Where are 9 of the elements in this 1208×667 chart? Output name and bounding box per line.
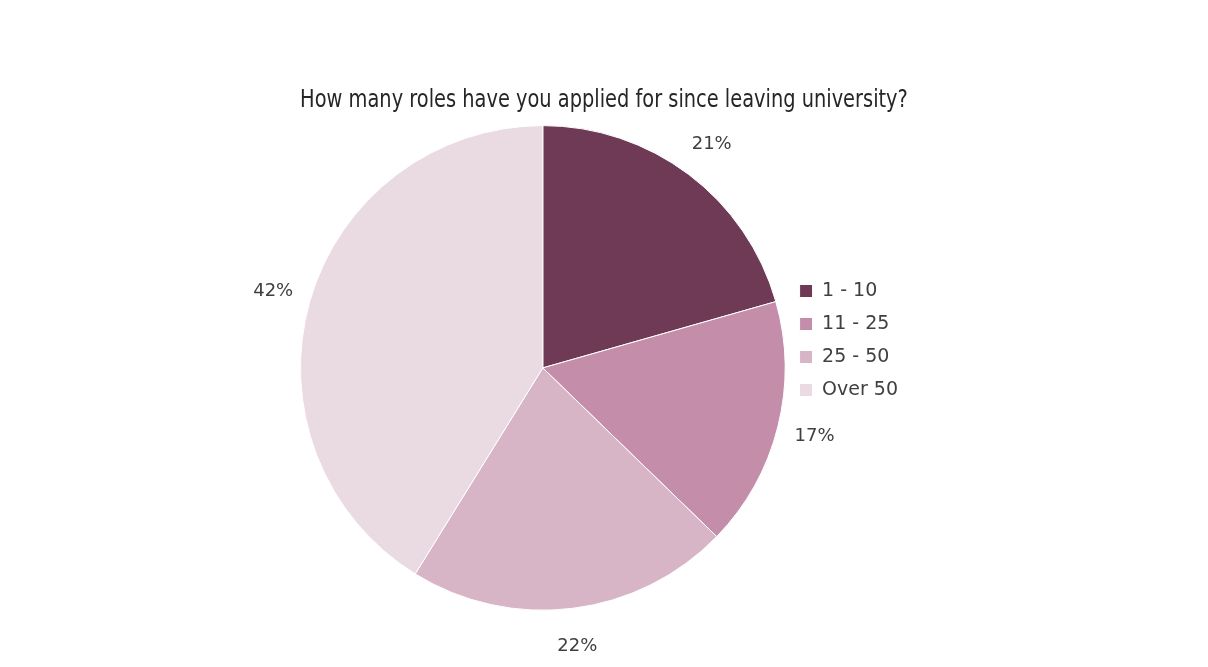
legend-label: Over 50 — [822, 376, 899, 399]
data-label: 17% — [794, 423, 835, 445]
data-label: 21% — [691, 131, 732, 153]
legend-label: 25 - 50 — [822, 343, 890, 366]
legend-label: 11 - 25 — [822, 310, 890, 333]
chart-title: How many roles have you applied for since leaving university? — [300, 84, 908, 113]
data-label: 42% — [253, 278, 294, 300]
legend-label: 1 - 10 — [822, 277, 878, 300]
data-label: 22% — [557, 633, 598, 655]
